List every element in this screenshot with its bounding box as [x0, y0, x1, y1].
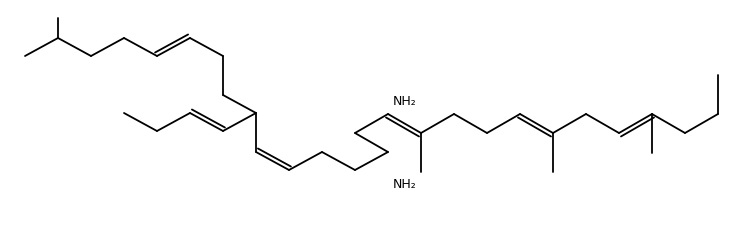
Text: NH₂: NH₂ — [393, 95, 417, 108]
Text: NH₂: NH₂ — [393, 178, 417, 191]
